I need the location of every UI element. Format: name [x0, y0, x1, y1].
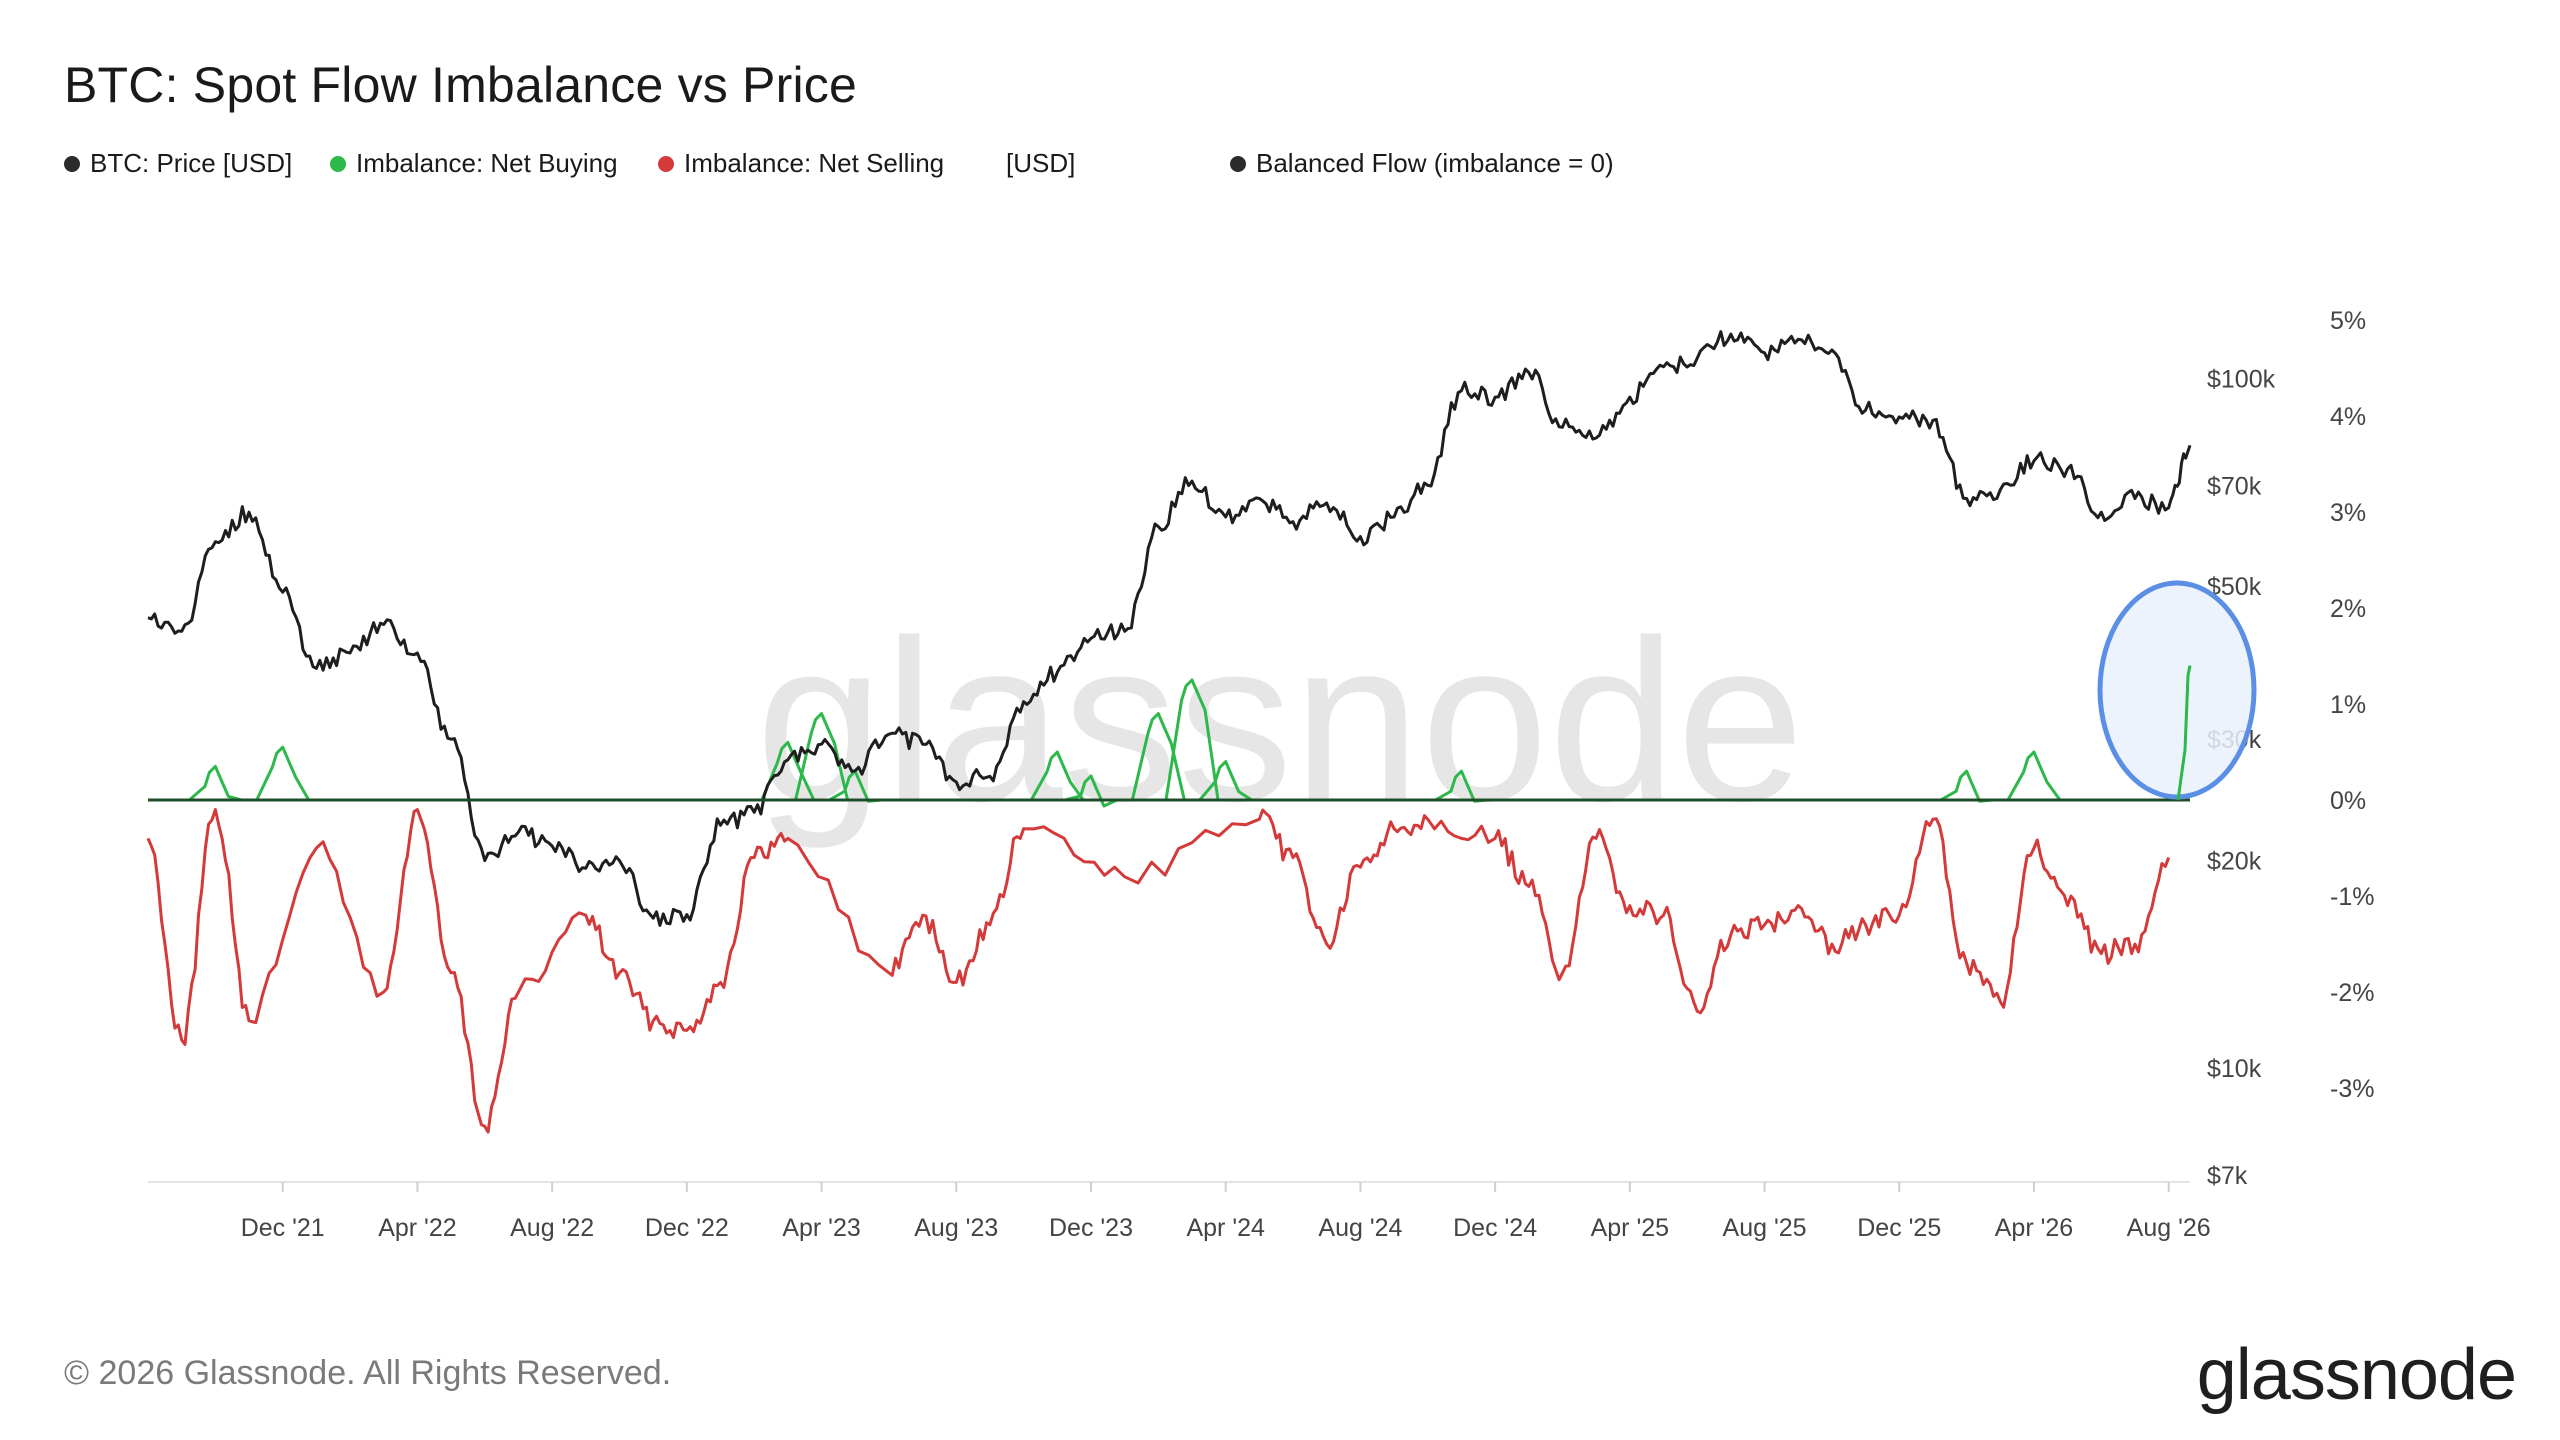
y-left-tick-label: $20k [2207, 848, 2262, 876]
net-buying-segment [1130, 712, 1186, 801]
x-tick-label: Apr '24 [1186, 1214, 1265, 1242]
net-buying-segment [1198, 760, 1253, 802]
legend-label: BTC: Price [USD] [90, 148, 293, 178]
legend-item-price[interactable]: BTC: Price [USD] [64, 148, 292, 179]
legend-item-net-selling[interactable]: Imbalance: Net Selling [658, 148, 944, 179]
y-left-tick-label: $100k [2207, 366, 2276, 394]
net-buying-segment [188, 764, 242, 802]
net-buying-segment [255, 745, 311, 801]
series-layer [146, 330, 2192, 1134]
y-right-tick-label: -2% [2330, 979, 2374, 1007]
y-right-tick-label: 1% [2330, 691, 2366, 719]
x-tick-label: Aug '23 [914, 1214, 998, 1242]
net-selling-line [146, 808, 2171, 1134]
highlight-ellipse [2097, 580, 2257, 800]
y-right-tick-label: -3% [2330, 1075, 2374, 1103]
legend-label: Imbalance: Net Selling [684, 148, 945, 178]
y-right-tick-label: 3% [2330, 499, 2366, 527]
x-tick-label: Apr '23 [782, 1214, 860, 1242]
glassnode-logo: glassnode [2196, 1335, 2517, 1415]
net-buying-segment [1164, 678, 1220, 801]
btc-price-line [147, 330, 2192, 927]
x-tick-label: Apr '22 [378, 1214, 456, 1242]
legend-item-balanced-flow[interactable]: Balanced Flow (imbalance = 0) [1230, 148, 1614, 179]
net-buying-segment [1939, 769, 1993, 803]
legend-dot-icon [658, 155, 674, 172]
y-axis-right-ticks: 5% 4% 3% 2% 1% 0% -1% -2% -3% [2330, 307, 2374, 1103]
chart-title: BTC: Spot Flow Imbalance vs Price [64, 57, 857, 113]
legend-item-net-buying[interactable]: Imbalance: Net Buying [330, 148, 618, 179]
legend-dot-icon [64, 155, 80, 172]
net-buying-segment [794, 712, 850, 801]
legend-label: Balanced Flow (imbalance = 0) [1256, 148, 1614, 178]
watermark: glassnode [756, 592, 1805, 849]
legend-dot-icon [1230, 155, 1246, 172]
x-tick-label: Apr '25 [1591, 1214, 1669, 1242]
x-tick-label: Dec '23 [1049, 1214, 1133, 1242]
x-axis-ticks: Dec '21 Apr '22 Aug '22 Dec '22 Apr '23 Aug '… [241, 1182, 2211, 1242]
legend-label: [USD] [1006, 148, 1076, 178]
y-left-tick-label: $10k [2207, 1055, 2262, 1083]
x-tick-label: Dec '21 [241, 1214, 325, 1242]
legend-dot-icon [330, 155, 346, 172]
x-tick-label: Aug '22 [510, 1214, 594, 1242]
legend: BTC: Price [USD] Imbalance: Net Buying I… [64, 148, 2064, 188]
net-buying-segment [2006, 750, 2062, 801]
y-right-tick-label: 0% [2330, 787, 2366, 815]
y-left-tick-label: $70k [2207, 472, 2262, 500]
legend-item-usd-unit: [USD] [1006, 148, 1075, 179]
y-right-tick-label: -1% [2330, 883, 2374, 911]
y-right-tick-label: 4% [2330, 403, 2366, 431]
net-buying-segment [1064, 774, 1118, 808]
legend-label: Imbalance: Net Buying [356, 148, 618, 178]
x-tick-label: Dec '22 [645, 1214, 729, 1242]
y-right-tick-label: 5% [2330, 307, 2366, 335]
x-tick-label: Dec '25 [1857, 1214, 1941, 1242]
overlay-layer [2176, 665, 2192, 801]
latest-net-buying-spike [2176, 665, 2192, 801]
x-tick-label: Apr '26 [1995, 1214, 2073, 1242]
y-right-tick-label: 2% [2330, 595, 2366, 623]
footer-copyright: © 2026 Glassnode. All Rights Reserved. [64, 1354, 672, 1392]
y-left-tick-label: $7k [2207, 1162, 2248, 1190]
x-tick-label: Aug '25 [1723, 1214, 1807, 1242]
net-buying-segment [1029, 750, 1085, 801]
x-tick-label: Dec '24 [1453, 1214, 1537, 1242]
x-tick-label: Aug '26 [2127, 1214, 2211, 1242]
x-tick-label: Aug '24 [1318, 1214, 1402, 1242]
